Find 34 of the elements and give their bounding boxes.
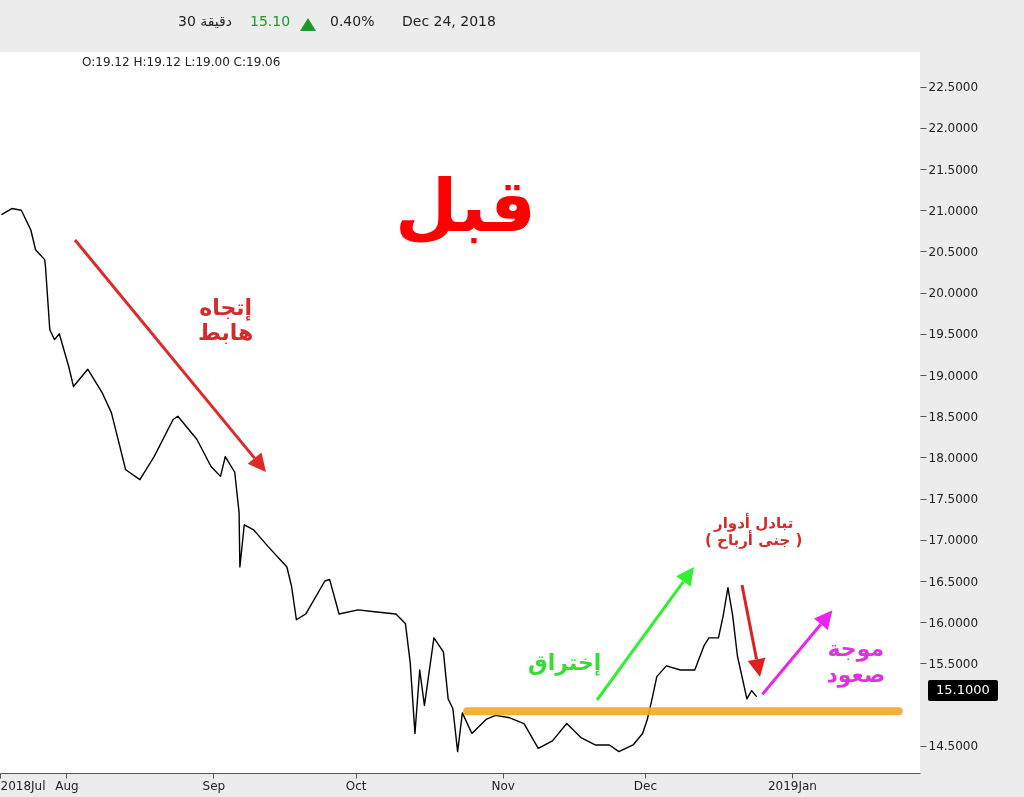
text: 15.1000 [928, 680, 998, 701]
y-tick-label: 17.5000 [928, 492, 979, 507]
x-tick-label: 2018Jul [0, 778, 46, 793]
x-tick-label: Oct [345, 778, 367, 793]
y-tick-label: 18.5000 [928, 409, 979, 424]
y-tick-label: 14.5000 [928, 739, 979, 754]
y-tick-label: 16.0000 [928, 615, 979, 630]
text: 0.40% [330, 13, 375, 30]
y-tick-label: 19.0000 [928, 368, 979, 383]
text: 30 دقيقة [178, 13, 233, 30]
text: 15.10 [250, 13, 291, 30]
annotation: قبل [395, 164, 536, 248]
annotation: O:19.12 H:19.12 L:19.00 C:19.06 [82, 55, 281, 70]
annotation: إتجاه هابط [198, 295, 254, 346]
x-tick-label: Nov [491, 778, 515, 793]
y-tick-label: 21.5000 [928, 162, 979, 177]
y-tick-label: 15.5000 [928, 656, 979, 671]
y-tick-label: 22.5000 [928, 80, 979, 95]
x-tick-label: Sep [202, 778, 226, 793]
annotation: إختراق [528, 650, 602, 676]
x-tick-label: Aug [55, 778, 79, 793]
text: Dec 24, 2018 [402, 13, 496, 30]
y-tick-label: 16.5000 [928, 574, 979, 589]
annotation: موجة صعود [826, 636, 886, 687]
x-tick-label: Dec [633, 778, 658, 793]
x-tick-label: 2019Jan [767, 778, 817, 793]
annotation: تبادل أدوار ( جنى أرباح ) [705, 514, 803, 550]
y-tick-label: 18.0000 [928, 450, 979, 465]
y-tick-label: 22.0000 [928, 121, 979, 136]
y-tick-label: 17.0000 [928, 533, 979, 548]
y-tick-label: 21.0000 [928, 203, 979, 218]
y-tick-label: 19.5000 [928, 327, 979, 342]
y-tick-label: 20.5000 [928, 244, 979, 259]
y-tick-label: 20.0000 [928, 286, 979, 301]
